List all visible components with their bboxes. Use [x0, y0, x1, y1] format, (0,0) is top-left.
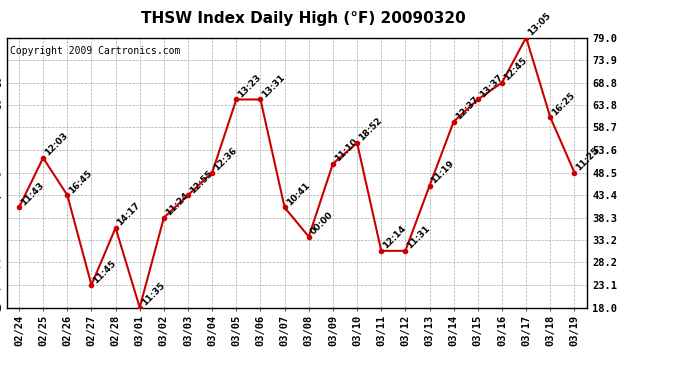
Text: 11:25: 11:25 [574, 146, 601, 172]
Text: 11:43: 11:43 [19, 181, 46, 207]
Text: 14:17: 14:17 [115, 201, 142, 228]
Text: 12:36: 12:36 [213, 146, 239, 172]
Text: 10:41: 10:41 [284, 181, 311, 207]
Text: 00:00: 00:00 [308, 210, 335, 237]
Text: 13:05: 13:05 [526, 11, 553, 38]
Text: THSW Index Daily High (°F) 20090320: THSW Index Daily High (°F) 20090320 [141, 11, 466, 26]
Text: 16:45: 16:45 [68, 168, 94, 195]
Text: 12:37: 12:37 [454, 95, 480, 122]
Text: 13:23: 13:23 [236, 73, 263, 99]
Text: 11:24: 11:24 [164, 191, 190, 217]
Text: 11:10: 11:10 [333, 137, 359, 164]
Text: 18:52: 18:52 [357, 116, 384, 143]
Text: 12:14: 12:14 [381, 224, 408, 251]
Text: 12:45: 12:45 [502, 56, 529, 82]
Text: 11:35: 11:35 [139, 281, 166, 308]
Text: 13:37: 13:37 [477, 73, 504, 99]
Text: 11:19: 11:19 [429, 159, 456, 186]
Text: 13:31: 13:31 [261, 73, 287, 99]
Text: 11:45: 11:45 [91, 258, 118, 285]
Text: Copyright 2009 Cartronics.com: Copyright 2009 Cartronics.com [10, 46, 180, 56]
Text: 16:25: 16:25 [551, 91, 577, 117]
Text: 11:31: 11:31 [406, 224, 432, 251]
Text: 12:55: 12:55 [188, 168, 215, 195]
Text: 12:03: 12:03 [43, 131, 70, 158]
